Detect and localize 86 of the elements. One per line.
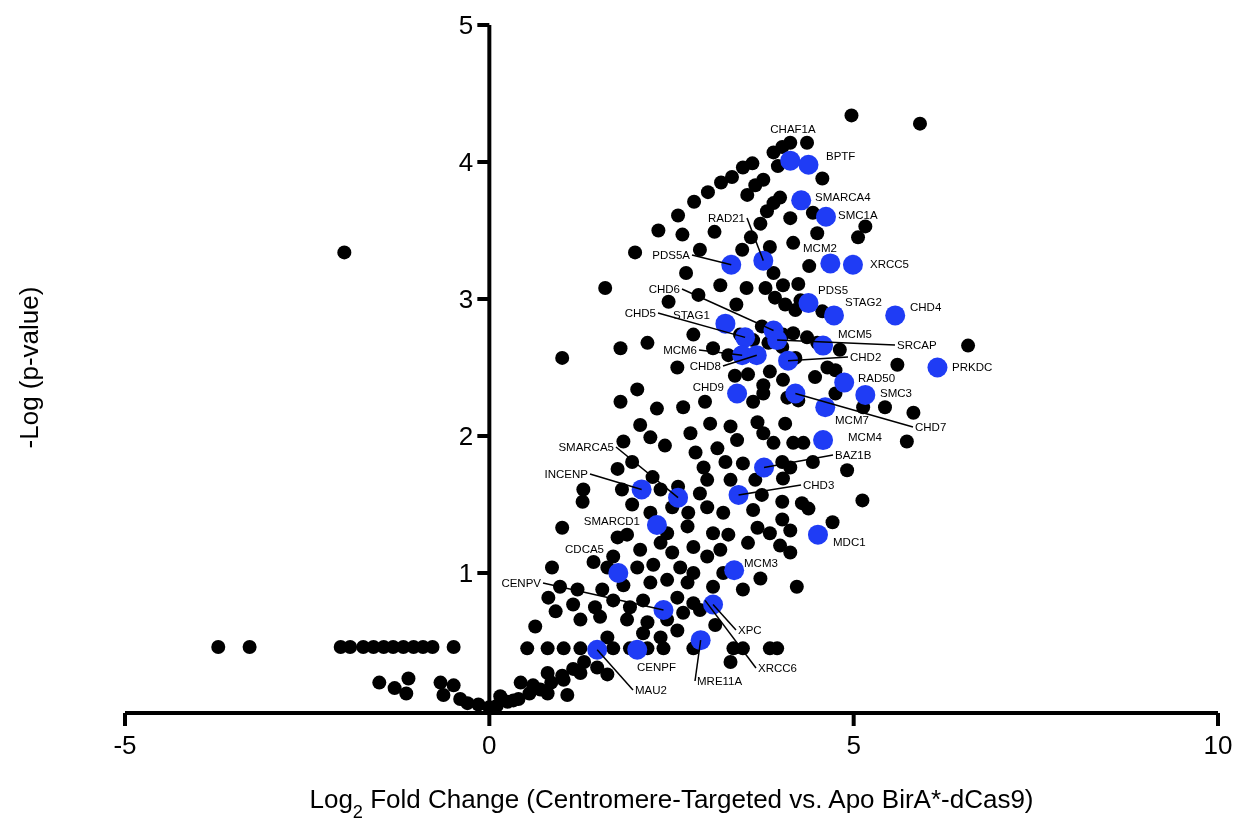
point bbox=[823, 305, 844, 326]
point bbox=[587, 639, 608, 660]
annotation: INCENP bbox=[544, 468, 589, 480]
annotation: PDS5A bbox=[652, 249, 691, 261]
point bbox=[927, 357, 948, 378]
point bbox=[627, 639, 648, 660]
y-tick-label: 2 bbox=[458, 421, 474, 452]
annotation: STAG2 bbox=[845, 296, 882, 308]
x-tick-label: -5 bbox=[113, 730, 137, 760]
point bbox=[690, 630, 711, 651]
x-tick-label: 5 bbox=[846, 730, 861, 760]
point bbox=[791, 190, 812, 211]
annotation: CDCA5 bbox=[565, 543, 604, 555]
annotation: RAD21 bbox=[707, 212, 745, 224]
annotation: MAU2 bbox=[635, 684, 667, 696]
annotation: MCM3 bbox=[744, 557, 778, 569]
y-tick-label: 5 bbox=[458, 10, 474, 41]
point bbox=[815, 397, 836, 418]
point bbox=[815, 206, 836, 227]
annotation: STAG1 bbox=[673, 309, 710, 321]
annotation: PDS5 bbox=[818, 284, 849, 296]
point bbox=[715, 313, 736, 334]
point bbox=[608, 563, 629, 583]
point bbox=[754, 457, 775, 478]
annotation: MCM2 bbox=[803, 242, 837, 254]
annotation: SMC1A bbox=[838, 209, 878, 221]
annotation: BAZ1B bbox=[835, 449, 872, 461]
point bbox=[834, 372, 855, 393]
point bbox=[721, 254, 742, 275]
annotation: CHD5 bbox=[624, 307, 656, 319]
point bbox=[778, 350, 799, 371]
annotation: CHD6 bbox=[648, 283, 680, 295]
annotation: XPC bbox=[738, 624, 762, 636]
x-tick-label: 10 bbox=[1203, 730, 1233, 760]
point bbox=[728, 484, 749, 505]
y-tick-label: 3 bbox=[458, 284, 474, 315]
annotation: MRE11A bbox=[697, 675, 743, 687]
y-tick-label: 1 bbox=[458, 558, 474, 589]
point bbox=[724, 560, 745, 581]
annotation: MCM7 bbox=[835, 414, 869, 426]
point bbox=[842, 254, 863, 275]
point bbox=[746, 345, 767, 366]
point bbox=[631, 479, 652, 500]
y-axis-title: -Log (p-value) bbox=[14, 286, 44, 449]
annotation: CENPV bbox=[501, 577, 542, 589]
annotation: SRCAP bbox=[897, 339, 937, 351]
point bbox=[785, 383, 806, 404]
y-tick-label: 4 bbox=[458, 147, 474, 178]
annotation: SMARCD1 bbox=[583, 515, 640, 527]
annotation: MCM4 bbox=[848, 431, 883, 443]
point bbox=[798, 154, 819, 175]
annotation: CHD7 bbox=[915, 421, 947, 433]
point bbox=[753, 250, 774, 271]
point bbox=[727, 383, 748, 404]
annotation: RAD50 bbox=[858, 372, 896, 384]
point bbox=[807, 524, 828, 545]
annotation: XRCC6 bbox=[758, 662, 797, 674]
annotation: CHD9 bbox=[692, 381, 724, 393]
annotation: CHD8 bbox=[689, 360, 721, 372]
point bbox=[885, 305, 906, 326]
point bbox=[780, 150, 801, 171]
annotation: SMARCA5 bbox=[558, 441, 614, 453]
annotation: CHD2 bbox=[850, 351, 882, 363]
point bbox=[798, 293, 819, 314]
point bbox=[653, 599, 674, 620]
point bbox=[735, 327, 756, 348]
annotation: PRKDC bbox=[952, 361, 993, 373]
annotation: CHD4 bbox=[910, 301, 942, 313]
annotation: XRCC5 bbox=[870, 258, 909, 270]
point bbox=[813, 430, 834, 451]
annotation: BPTF bbox=[826, 150, 856, 162]
x-tick-label: 0 bbox=[482, 730, 497, 760]
annotation: MCM6 bbox=[663, 344, 697, 356]
annotation: MCM5 bbox=[838, 328, 872, 340]
x-axis-title: Log$_{2}$ Fold Change (Centromere-Targeted vs. Apo BirA*-dCas9) bbox=[309, 784, 1034, 822]
annotation: CHAF1A bbox=[770, 123, 817, 135]
point bbox=[855, 384, 876, 405]
annotation: MDC1 bbox=[833, 536, 866, 548]
point bbox=[820, 253, 841, 274]
point bbox=[767, 330, 788, 351]
annotation: CHD3 bbox=[803, 479, 835, 491]
annotation: SMARCA4 bbox=[815, 191, 872, 203]
annotation: CENPF bbox=[637, 661, 676, 673]
point bbox=[668, 487, 689, 508]
annotation: SMC3 bbox=[880, 387, 912, 399]
point bbox=[646, 515, 667, 536]
